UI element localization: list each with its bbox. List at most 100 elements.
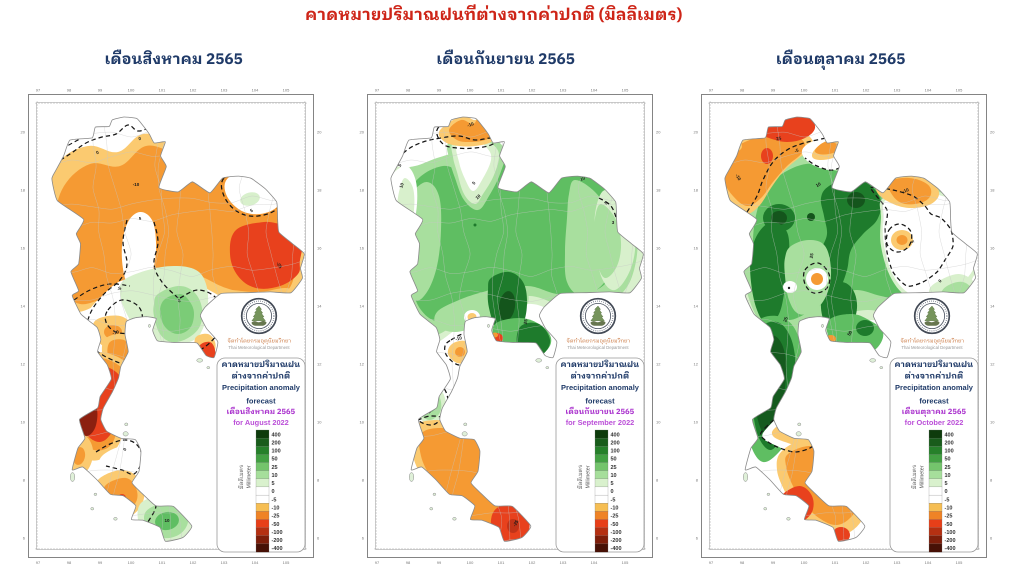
svg-text:-25: -25 [276,261,284,270]
svg-text:10: 10 [990,420,995,425]
svg-text:10: 10 [579,175,586,182]
svg-text:100: 100 [945,449,954,455]
svg-text:12: 12 [317,362,322,367]
svg-text:-400: -400 [272,546,283,552]
svg-text:5: 5 [139,216,142,221]
svg-text:20: 20 [990,130,995,135]
svg-text:102: 102 [190,560,197,565]
svg-text:25: 25 [945,465,951,471]
svg-text:104: 104 [925,560,932,565]
svg-text:-50: -50 [272,522,280,528]
svg-text:-5: -5 [945,497,950,503]
svg-text:5: 5 [272,481,275,487]
svg-text:105: 105 [283,560,290,565]
svg-text:99: 99 [771,560,776,565]
svg-text:-10: -10 [735,173,743,182]
svg-text:6: 6 [317,536,320,541]
svg-text:Millimeter: Millimeter [920,465,926,488]
svg-text:102: 102 [190,88,197,93]
svg-text:10: 10 [475,193,482,200]
svg-text:102: 102 [863,560,870,565]
svg-text:5: 5 [471,180,477,186]
svg-text:101: 101 [832,560,839,565]
svg-text:10: 10 [164,518,170,523]
svg-text:100: 100 [128,88,135,93]
svg-text:6: 6 [990,536,993,541]
svg-text:200: 200 [945,440,954,446]
svg-text:98: 98 [67,88,72,93]
svg-text:103: 103 [221,560,228,565]
svg-text:104: 104 [252,88,259,93]
svg-text:50: 50 [945,457,951,463]
svg-text:10: 10 [317,420,322,425]
svg-text:-400: -400 [611,546,622,552]
svg-text:10: 10 [815,181,822,188]
svg-text:105: 105 [622,560,629,565]
svg-text:12: 12 [656,362,661,367]
svg-text:400: 400 [945,432,954,438]
svg-text:10: 10 [272,473,278,479]
svg-text:100: 100 [611,449,620,455]
svg-text:0: 0 [937,278,943,284]
svg-text:98: 98 [406,560,411,565]
svg-text:forecast: forecast [585,397,615,406]
svg-text:100: 100 [801,88,808,93]
svg-text:8: 8 [362,478,365,483]
svg-text:400: 400 [611,432,620,438]
svg-text:12: 12 [694,362,699,367]
svg-text:10: 10 [360,420,365,425]
svg-text:99: 99 [98,560,103,565]
svg-text:-5: -5 [272,497,277,503]
svg-text:98: 98 [67,560,72,565]
svg-text:50: 50 [272,457,278,463]
svg-text:for August 2022: for August 2022 [233,418,289,427]
svg-text:16: 16 [360,246,365,251]
svg-text:0: 0 [138,136,142,141]
svg-text:Thai Meteorological Department: Thai Meteorological Department [228,345,290,350]
svg-text:Millimeter: Millimeter [247,465,253,488]
svg-text:forecast: forecast [246,397,276,406]
svg-text:97: 97 [375,560,380,565]
svg-text:Millimeter: Millimeter [586,465,592,488]
svg-text:25: 25 [523,318,529,324]
svg-text:101: 101 [159,560,166,565]
svg-text:Precipitation anomaly: Precipitation anomaly [222,383,301,392]
svg-text:20: 20 [694,130,699,135]
svg-text:100: 100 [801,560,808,565]
svg-text:101: 101 [832,88,839,93]
svg-text:0: 0 [611,489,614,495]
svg-text:105: 105 [283,88,290,93]
svg-text:18: 18 [21,188,26,193]
svg-text:200: 200 [272,440,281,446]
svg-text:99: 99 [437,560,442,565]
svg-text:6: 6 [362,536,365,541]
svg-text:16: 16 [656,246,661,251]
svg-text:105: 105 [956,560,963,565]
svg-text:97: 97 [709,560,714,565]
svg-text:forecast: forecast [919,397,949,406]
svg-text:10: 10 [611,473,617,479]
svg-text:12: 12 [21,362,26,367]
svg-text:10: 10 [398,182,405,189]
svg-text:102: 102 [529,560,536,565]
svg-text:-25: -25 [945,514,953,520]
svg-text:18: 18 [656,188,661,193]
svg-text:97: 97 [375,88,380,93]
svg-text:-5: -5 [611,497,616,503]
svg-text:20: 20 [656,130,661,135]
svg-text:-50: -50 [611,522,619,528]
svg-text:14: 14 [21,304,26,309]
svg-text:-10: -10 [467,121,475,128]
svg-text:50: 50 [846,329,853,336]
svg-text:-25: -25 [272,514,280,520]
svg-text:Precipitation anomaly: Precipitation anomaly [561,383,640,392]
svg-text:0: 0 [95,150,100,156]
svg-text:25: 25 [611,465,617,471]
svg-text:16: 16 [21,246,26,251]
svg-text:104: 104 [252,560,259,565]
svg-text:for October 2022: for October 2022 [905,418,964,427]
svg-text:98: 98 [406,88,411,93]
svg-text:18: 18 [317,188,322,193]
svg-text:25: 25 [809,252,815,258]
svg-text:8: 8 [23,478,26,483]
